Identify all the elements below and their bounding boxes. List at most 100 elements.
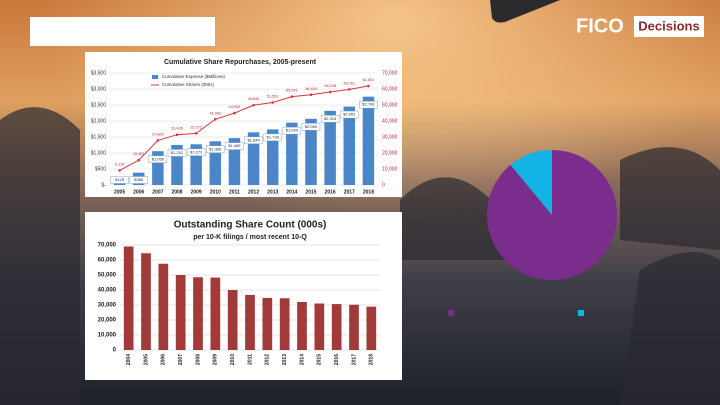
data-label: $1,366	[209, 146, 222, 151]
data-label: $128	[115, 177, 125, 182]
logo-product: Decisions	[638, 18, 699, 33]
y2-tick-label: 20,000	[382, 150, 398, 156]
y2-tick-label: 60,000	[382, 86, 398, 92]
chart-title: Outstanding Share Count (000s)	[174, 220, 327, 231]
x-tick-label: 2015	[305, 189, 316, 195]
y-tick-label: 0	[113, 348, 117, 354]
x-tick-label: 2007	[152, 189, 163, 195]
bar	[228, 138, 241, 185]
data-label-box	[320, 115, 340, 123]
data-label-box	[340, 110, 359, 119]
legend-swatch	[448, 310, 454, 316]
data-label-box	[244, 136, 263, 145]
data-label: 58,138	[324, 84, 336, 88]
data-label: 59,761	[343, 81, 355, 85]
wing	[490, 0, 560, 23]
data-label-box	[110, 176, 129, 184]
data-label-box	[359, 100, 378, 109]
legend-label: Cumulative Expense ($Millions)	[162, 74, 226, 79]
data-label: $1,056	[152, 156, 165, 161]
data-label: 56,400	[305, 87, 317, 91]
bar	[297, 302, 307, 350]
point	[367, 84, 370, 88]
x-tick-label: 2015	[317, 354, 323, 365]
data-label: 44,935	[229, 105, 241, 109]
x-tick-label: 2010	[230, 354, 236, 365]
data-label: $2,318	[324, 116, 337, 121]
point	[137, 158, 141, 162]
line	[119, 85, 369, 171]
bar	[193, 277, 203, 350]
islands	[0, 107, 720, 405]
data-label: 41,081	[209, 111, 221, 115]
bar	[141, 253, 151, 350]
point	[175, 133, 179, 137]
point	[271, 101, 275, 104]
data-label: $1,273	[190, 149, 203, 154]
data-label-box	[186, 148, 206, 156]
x-tick-label: 2011	[247, 354, 253, 365]
data-label: 27,869	[152, 132, 164, 136]
bar	[279, 298, 290, 350]
bar	[286, 122, 298, 185]
point	[194, 132, 198, 135]
x-tick-label: 2008	[195, 354, 201, 365]
x-tick-label: 2011	[229, 189, 240, 195]
x-tick-label: 2005	[114, 189, 125, 195]
x-tick-label: 2017	[344, 189, 355, 195]
point	[309, 93, 313, 97]
y-tick-label: 40,000	[98, 288, 117, 294]
point	[328, 90, 332, 94]
x-tick-label: 2014	[286, 189, 297, 195]
x-tick-label: 2017	[351, 354, 357, 365]
x-tick-label: 2008	[171, 189, 182, 195]
y-tick-label: 70,000	[98, 243, 117, 249]
bar	[190, 144, 202, 185]
y-tick-label: $3,500	[91, 70, 107, 76]
data-label-box	[263, 133, 282, 142]
bar	[343, 106, 356, 185]
data-label-box	[167, 149, 187, 157]
y2-tick-label: 50,000	[382, 102, 398, 108]
data-label-box	[282, 126, 302, 135]
point	[118, 169, 121, 172]
bar	[245, 294, 255, 350]
chart-subtitle: per 10-K filings / most recent 10-Q	[193, 234, 307, 241]
x-tick-label: 2016	[334, 354, 340, 365]
pie-slice	[510, 150, 552, 215]
y2-tick-label: 0	[382, 182, 385, 188]
point	[252, 103, 255, 107]
data-label: 51,561	[267, 95, 279, 99]
bar	[349, 304, 359, 350]
bar	[209, 141, 222, 185]
x-tick-label: 2016	[325, 189, 336, 195]
point	[347, 88, 351, 91]
data-label: $2,069	[305, 124, 318, 129]
y-tick-label: $1,500	[91, 134, 107, 140]
x-tick-label: 2009	[191, 189, 202, 195]
bar	[366, 306, 377, 350]
data-label: $1,949	[286, 128, 299, 133]
x-tick-label: 2006	[161, 354, 167, 365]
y-tick-label: 20,000	[98, 318, 117, 324]
bar	[171, 144, 183, 185]
data-label: $2,760	[362, 102, 375, 107]
data-label: 55,241	[286, 89, 298, 93]
x-tick-label: 2012	[265, 354, 271, 365]
data-label: 9,116	[115, 162, 124, 166]
data-label: $1,252	[171, 150, 184, 155]
x-tick-label: 2012	[248, 189, 259, 195]
bar	[123, 246, 134, 350]
data-label: 49,896	[248, 97, 260, 101]
bar	[152, 151, 164, 185]
chart-title: Cumulative Share Repurchases, 2005-prese…	[164, 59, 317, 66]
y2-tick-label: 30,000	[382, 134, 398, 140]
data-label: $2,451	[343, 112, 356, 117]
bar	[262, 297, 273, 350]
data-label-box	[148, 155, 168, 163]
legend-swatch	[578, 310, 584, 316]
data-label: 32,272	[190, 125, 202, 129]
logo-badge	[634, 16, 704, 37]
x-tick-label: 2009	[213, 354, 219, 365]
